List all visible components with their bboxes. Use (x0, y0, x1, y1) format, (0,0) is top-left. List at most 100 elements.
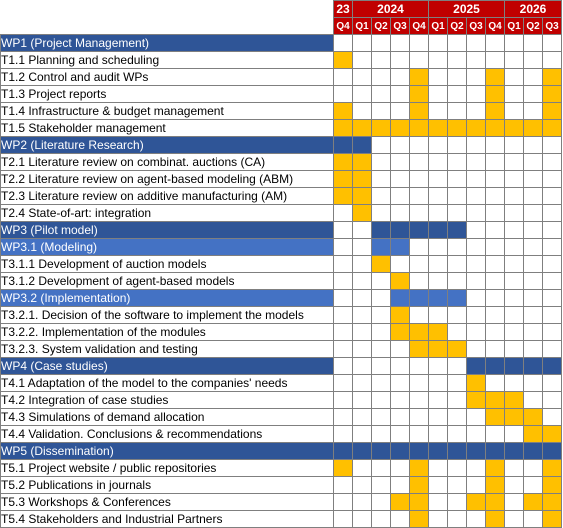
timeline-cell (409, 68, 429, 86)
timeline-cell (447, 425, 467, 443)
timeline-cell (352, 289, 372, 307)
year-header: 2026 (504, 0, 562, 18)
task-row: T5.2 Publications in journals (0, 476, 562, 494)
timeline-cell (428, 408, 448, 426)
timeline-cell (371, 187, 391, 205)
timeline-cell (428, 170, 448, 188)
task-row: T4.1 Adaptation of the model to the comp… (0, 374, 562, 392)
workpackage-label: WP5 (Dissemination) (0, 442, 334, 460)
timeline-cell (485, 204, 505, 222)
task-label: T5.2 Publications in journals (0, 476, 334, 494)
timeline-cell (504, 510, 524, 528)
timeline-cell (504, 136, 524, 154)
timeline-cell (523, 459, 543, 477)
timeline-cell (352, 204, 372, 222)
gantt-body: WP1 (Project Management) T1.1 Planning an… (0, 34, 562, 528)
timeline-cell (523, 255, 543, 273)
timeline-cell (390, 119, 410, 137)
timeline-cell (466, 408, 486, 426)
timeline-cell (485, 136, 505, 154)
quarter-header: Q4 (485, 17, 505, 35)
header-corner (0, 17, 334, 35)
timeline-cell (504, 255, 524, 273)
timeline-cell (409, 425, 429, 443)
timeline-cell (504, 306, 524, 324)
timeline-cell (542, 323, 562, 341)
timeline-cell (523, 68, 543, 86)
timeline-cell (409, 51, 429, 69)
timeline-cell (485, 408, 505, 426)
timeline-cell (485, 221, 505, 239)
timeline-cell (466, 391, 486, 409)
workpackage-label: WP3.2 (Implementation) (0, 289, 334, 307)
timeline-cell (390, 187, 410, 205)
task-row: T1.3 Project reports (0, 85, 562, 103)
timeline-cell (428, 187, 448, 205)
year-header: 2024 (352, 0, 429, 18)
timeline-cell (409, 323, 429, 341)
quarter-header-row: Q4 Q1 Q2 Q3 Q4 Q1 Q2 Q3 Q4 Q1 Q2 Q3 (0, 17, 562, 35)
task-row: T4.4 Validation. Conclusions & recommend… (0, 425, 562, 443)
timeline-cell (352, 408, 372, 426)
timeline-cell (333, 306, 353, 324)
timeline-cell (447, 374, 467, 392)
timeline-cell (542, 374, 562, 392)
timeline-cell (428, 306, 448, 324)
timeline-cell (523, 425, 543, 443)
timeline-cell (428, 391, 448, 409)
timeline-cell (504, 391, 524, 409)
task-label: T2.4 State-of-art: integration (0, 204, 334, 222)
timeline-cell (390, 289, 410, 307)
timeline-cell (428, 374, 448, 392)
timeline-cell (390, 306, 410, 324)
timeline-cell (409, 408, 429, 426)
timeline-cell (466, 238, 486, 256)
timeline-cell (409, 272, 429, 290)
timeline-cell (485, 357, 505, 375)
timeline-cell (485, 374, 505, 392)
timeline-cell (523, 391, 543, 409)
timeline-cell (447, 357, 467, 375)
timeline-cell (504, 357, 524, 375)
timeline-cell (447, 272, 467, 290)
timeline-cell (352, 425, 372, 443)
timeline-cell (447, 459, 467, 477)
timeline-cell (542, 136, 562, 154)
timeline-cell (333, 34, 353, 52)
task-row: T2.3 Literature review on additive manuf… (0, 187, 562, 205)
timeline-cell (523, 272, 543, 290)
timeline-cell (542, 85, 562, 103)
timeline-cell (542, 442, 562, 460)
timeline-cell (466, 442, 486, 460)
timeline-cell (390, 425, 410, 443)
timeline-cell (542, 306, 562, 324)
workpackage-row: WP1 (Project Management) (0, 34, 562, 52)
timeline-cell (371, 153, 391, 171)
workpackage-label: WP3 (Pilot model) (0, 221, 334, 239)
quarter-header: Q3 (390, 17, 410, 35)
timeline-cell (447, 391, 467, 409)
timeline-cell (485, 425, 505, 443)
task-row: T5.1 Project website / public repositori… (0, 459, 562, 477)
timeline-cell (371, 34, 391, 52)
timeline-cell (542, 510, 562, 528)
timeline-cell (466, 323, 486, 341)
timeline-cell (333, 442, 353, 460)
timeline-cell (390, 153, 410, 171)
timeline-cell (371, 204, 391, 222)
timeline-cell (523, 340, 543, 358)
timeline-cell (352, 68, 372, 86)
timeline-cell (428, 68, 448, 86)
timeline-cell (428, 476, 448, 494)
task-row: T3.2.2. Implementation of the modules (0, 323, 562, 341)
timeline-cell (409, 255, 429, 273)
timeline-cell (333, 255, 353, 273)
timeline-cell (523, 238, 543, 256)
timeline-cell (542, 408, 562, 426)
timeline-cell (447, 119, 467, 137)
task-label: T2.1 Literature review on combinat. auct… (0, 153, 334, 171)
timeline-cell (409, 493, 429, 511)
timeline-cell (485, 68, 505, 86)
timeline-cell (504, 238, 524, 256)
timeline-cell (333, 221, 353, 239)
